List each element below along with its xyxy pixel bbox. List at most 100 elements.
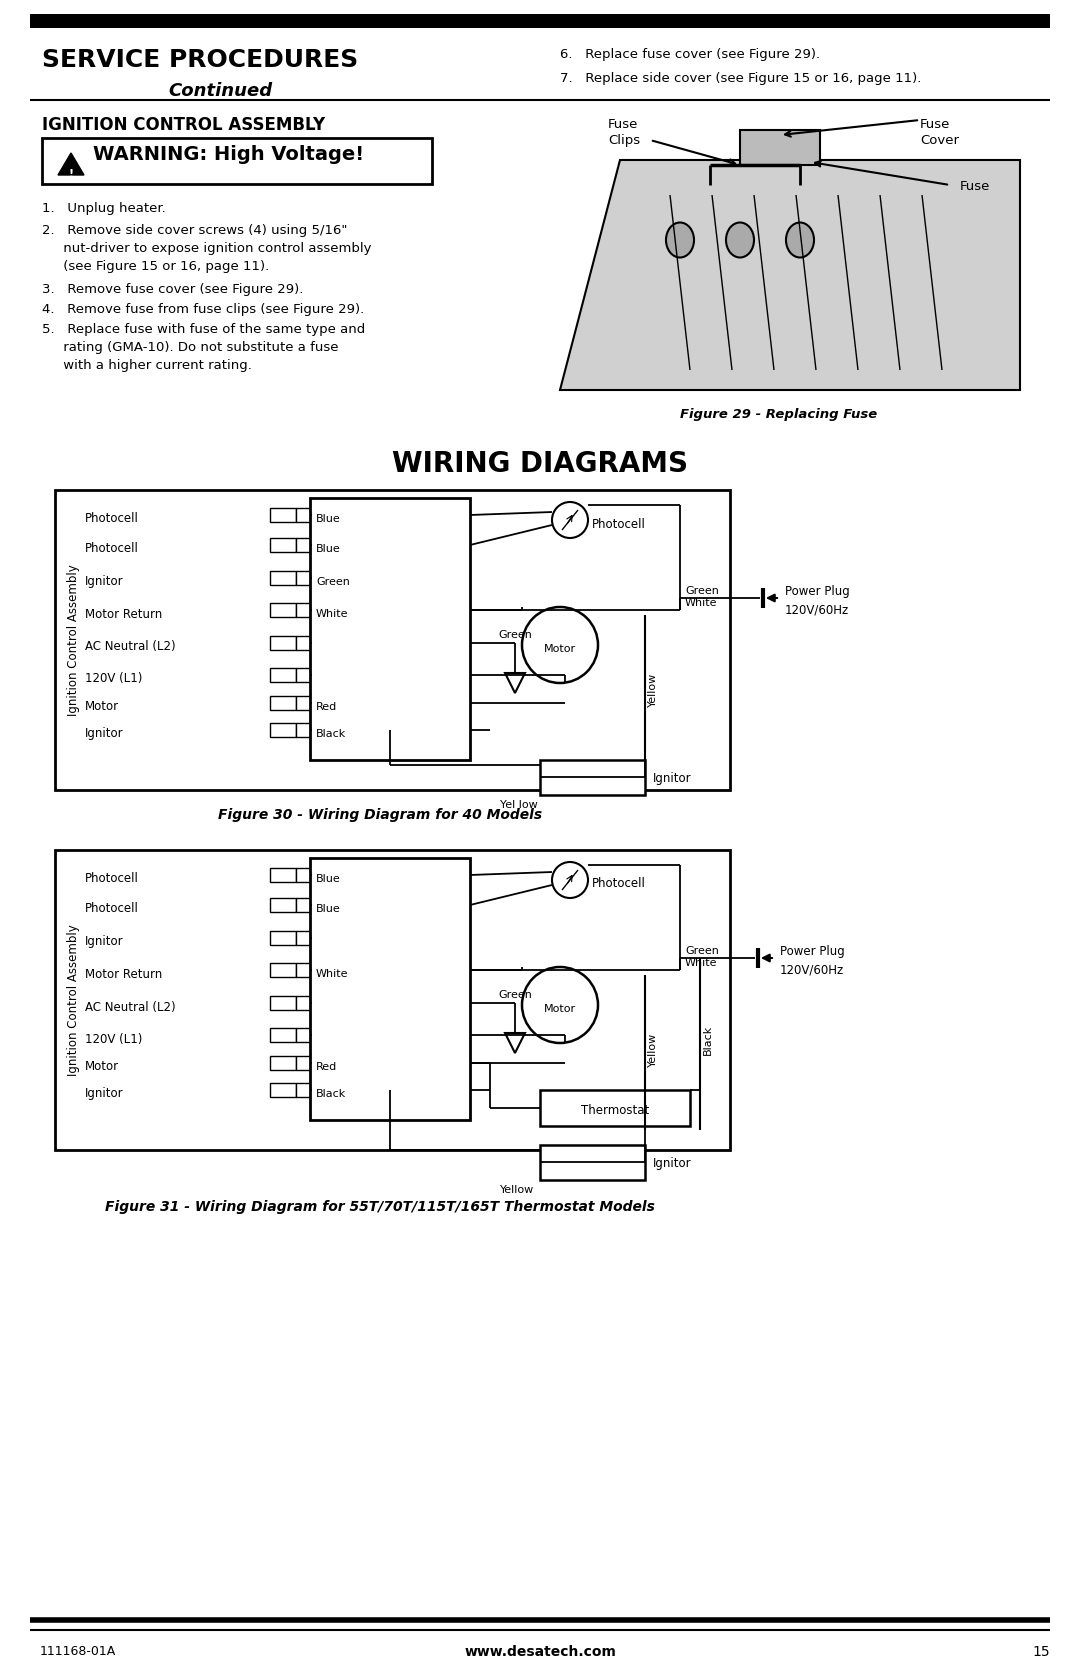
Bar [296, 1028, 312, 1041]
Text: Motor Return: Motor Return [85, 608, 162, 621]
Text: White: White [685, 958, 717, 968]
Text: SERVICE PROCEDURES: SERVICE PROCEDURES [42, 48, 359, 72]
Polygon shape [561, 160, 1020, 391]
Text: AC Neutral (L2): AC Neutral (L2) [85, 1000, 176, 1013]
Text: Ignitor: Ignitor [85, 576, 123, 589]
Text: IGNITION CONTROL ASSEMBLY: IGNITION CONTROL ASSEMBLY [42, 117, 325, 134]
Bar [540, 759, 645, 794]
Text: Motor: Motor [544, 644, 576, 654]
Bar [55, 850, 730, 1150]
Text: Power Plug: Power Plug [780, 946, 845, 958]
Bar [296, 723, 312, 738]
Bar [270, 507, 296, 522]
Text: Photocell: Photocell [85, 873, 139, 886]
Text: 120V/60Hz: 120V/60Hz [785, 604, 849, 616]
Text: www.desatech.com: www.desatech.com [464, 1646, 616, 1659]
Text: Photocell: Photocell [592, 517, 646, 531]
Text: Photocell: Photocell [85, 512, 139, 526]
Text: Fuse: Fuse [960, 180, 990, 194]
Text: nut-driver to expose ignition control assembly: nut-driver to expose ignition control as… [42, 242, 372, 255]
Bar [270, 963, 296, 976]
Text: Blue: Blue [316, 514, 341, 524]
Ellipse shape [666, 222, 694, 257]
Text: Ignitor: Ignitor [653, 773, 691, 786]
Text: 120V (L1): 120V (L1) [85, 673, 143, 686]
Text: White: White [316, 609, 349, 619]
Bar [296, 696, 312, 709]
Text: Green: Green [685, 946, 719, 956]
Text: Motor: Motor [85, 1060, 119, 1073]
Text: Yellow: Yellow [648, 673, 658, 708]
Text: Figure 29 - Replacing Fuse: Figure 29 - Replacing Fuse [680, 407, 877, 421]
Bar [30, 13, 1050, 28]
Text: 111168-01A: 111168-01A [40, 1646, 117, 1657]
Text: Figure 31 - Wiring Diagram for 55T/70T/115T/165T Thermostat Models: Figure 31 - Wiring Diagram for 55T/70T/1… [105, 1200, 654, 1213]
Bar [270, 931, 296, 945]
Text: Green: Green [685, 586, 719, 596]
Bar [270, 1056, 296, 1070]
Text: (see Figure 15 or 16, page 11).: (see Figure 15 or 16, page 11). [42, 260, 269, 274]
Text: Clips: Clips [608, 134, 640, 147]
Text: Ignitor: Ignitor [85, 936, 123, 948]
Bar [296, 537, 312, 552]
Text: Black: Black [316, 729, 347, 739]
Bar [296, 603, 312, 618]
Bar [270, 996, 296, 1010]
Text: 5.   Replace fuse with fuse of the same type and: 5. Replace fuse with fuse of the same ty… [42, 324, 365, 335]
Bar [296, 996, 312, 1010]
Text: Cover: Cover [920, 134, 959, 147]
Polygon shape [58, 154, 84, 175]
Text: Ignitor: Ignitor [85, 728, 123, 741]
Text: Yel low: Yel low [500, 799, 538, 809]
Text: Black: Black [703, 1025, 713, 1055]
Text: !: ! [68, 169, 73, 179]
Text: Ignitor: Ignitor [85, 1088, 123, 1100]
Text: Motor Return: Motor Return [85, 968, 162, 980]
Text: Blue: Blue [316, 875, 341, 885]
Text: White: White [685, 598, 717, 608]
Text: WARNING: High Voltage!: WARNING: High Voltage! [93, 145, 364, 164]
Bar [296, 931, 312, 945]
Bar [310, 858, 470, 1120]
Text: Fuse: Fuse [920, 118, 950, 130]
Bar [296, 507, 312, 522]
Text: Green: Green [498, 629, 531, 639]
Bar [270, 696, 296, 709]
Bar [270, 636, 296, 649]
Bar [270, 603, 296, 618]
Text: 3.   Remove fuse cover (see Figure 29).: 3. Remove fuse cover (see Figure 29). [42, 284, 303, 295]
Text: Green: Green [316, 577, 350, 587]
Bar [270, 898, 296, 911]
Text: 120V/60Hz: 120V/60Hz [780, 963, 845, 976]
Bar [296, 571, 312, 586]
Text: 120V (L1): 120V (L1) [85, 1033, 143, 1045]
Text: Thermostat: Thermostat [581, 1103, 649, 1117]
Text: Red: Red [316, 1061, 337, 1071]
Text: 4.   Remove fuse from fuse clips (see Figure 29).: 4. Remove fuse from fuse clips (see Figu… [42, 304, 364, 315]
Bar [296, 668, 312, 683]
Bar [296, 963, 312, 976]
Bar [540, 1090, 690, 1127]
Text: WIRING DIAGRAMS: WIRING DIAGRAMS [392, 451, 688, 477]
Text: Fuse: Fuse [608, 118, 638, 130]
Text: 7.   Replace side cover (see Figure 15 or 16, page 11).: 7. Replace side cover (see Figure 15 or … [561, 72, 921, 85]
Bar [42, 139, 432, 184]
Text: Photocell: Photocell [85, 542, 139, 556]
Text: Ignition Control Assembly: Ignition Control Assembly [67, 564, 80, 716]
Text: Power Plug: Power Plug [785, 586, 850, 599]
Text: Photocell: Photocell [592, 878, 646, 891]
Bar [296, 636, 312, 649]
Text: 6.   Replace fuse cover (see Figure 29).: 6. Replace fuse cover (see Figure 29). [561, 48, 820, 62]
Text: Red: Red [316, 703, 337, 713]
Text: AC Neutral (L2): AC Neutral (L2) [85, 641, 176, 654]
Bar [55, 491, 730, 789]
Text: Photocell: Photocell [85, 903, 139, 916]
Bar [270, 571, 296, 586]
Bar [296, 1056, 312, 1070]
Text: 15: 15 [1032, 1646, 1050, 1659]
Text: White: White [316, 970, 349, 980]
Text: with a higher current rating.: with a higher current rating. [42, 359, 252, 372]
Bar [296, 898, 312, 911]
Text: Blue: Blue [316, 544, 341, 554]
Text: Motor: Motor [544, 1005, 576, 1015]
